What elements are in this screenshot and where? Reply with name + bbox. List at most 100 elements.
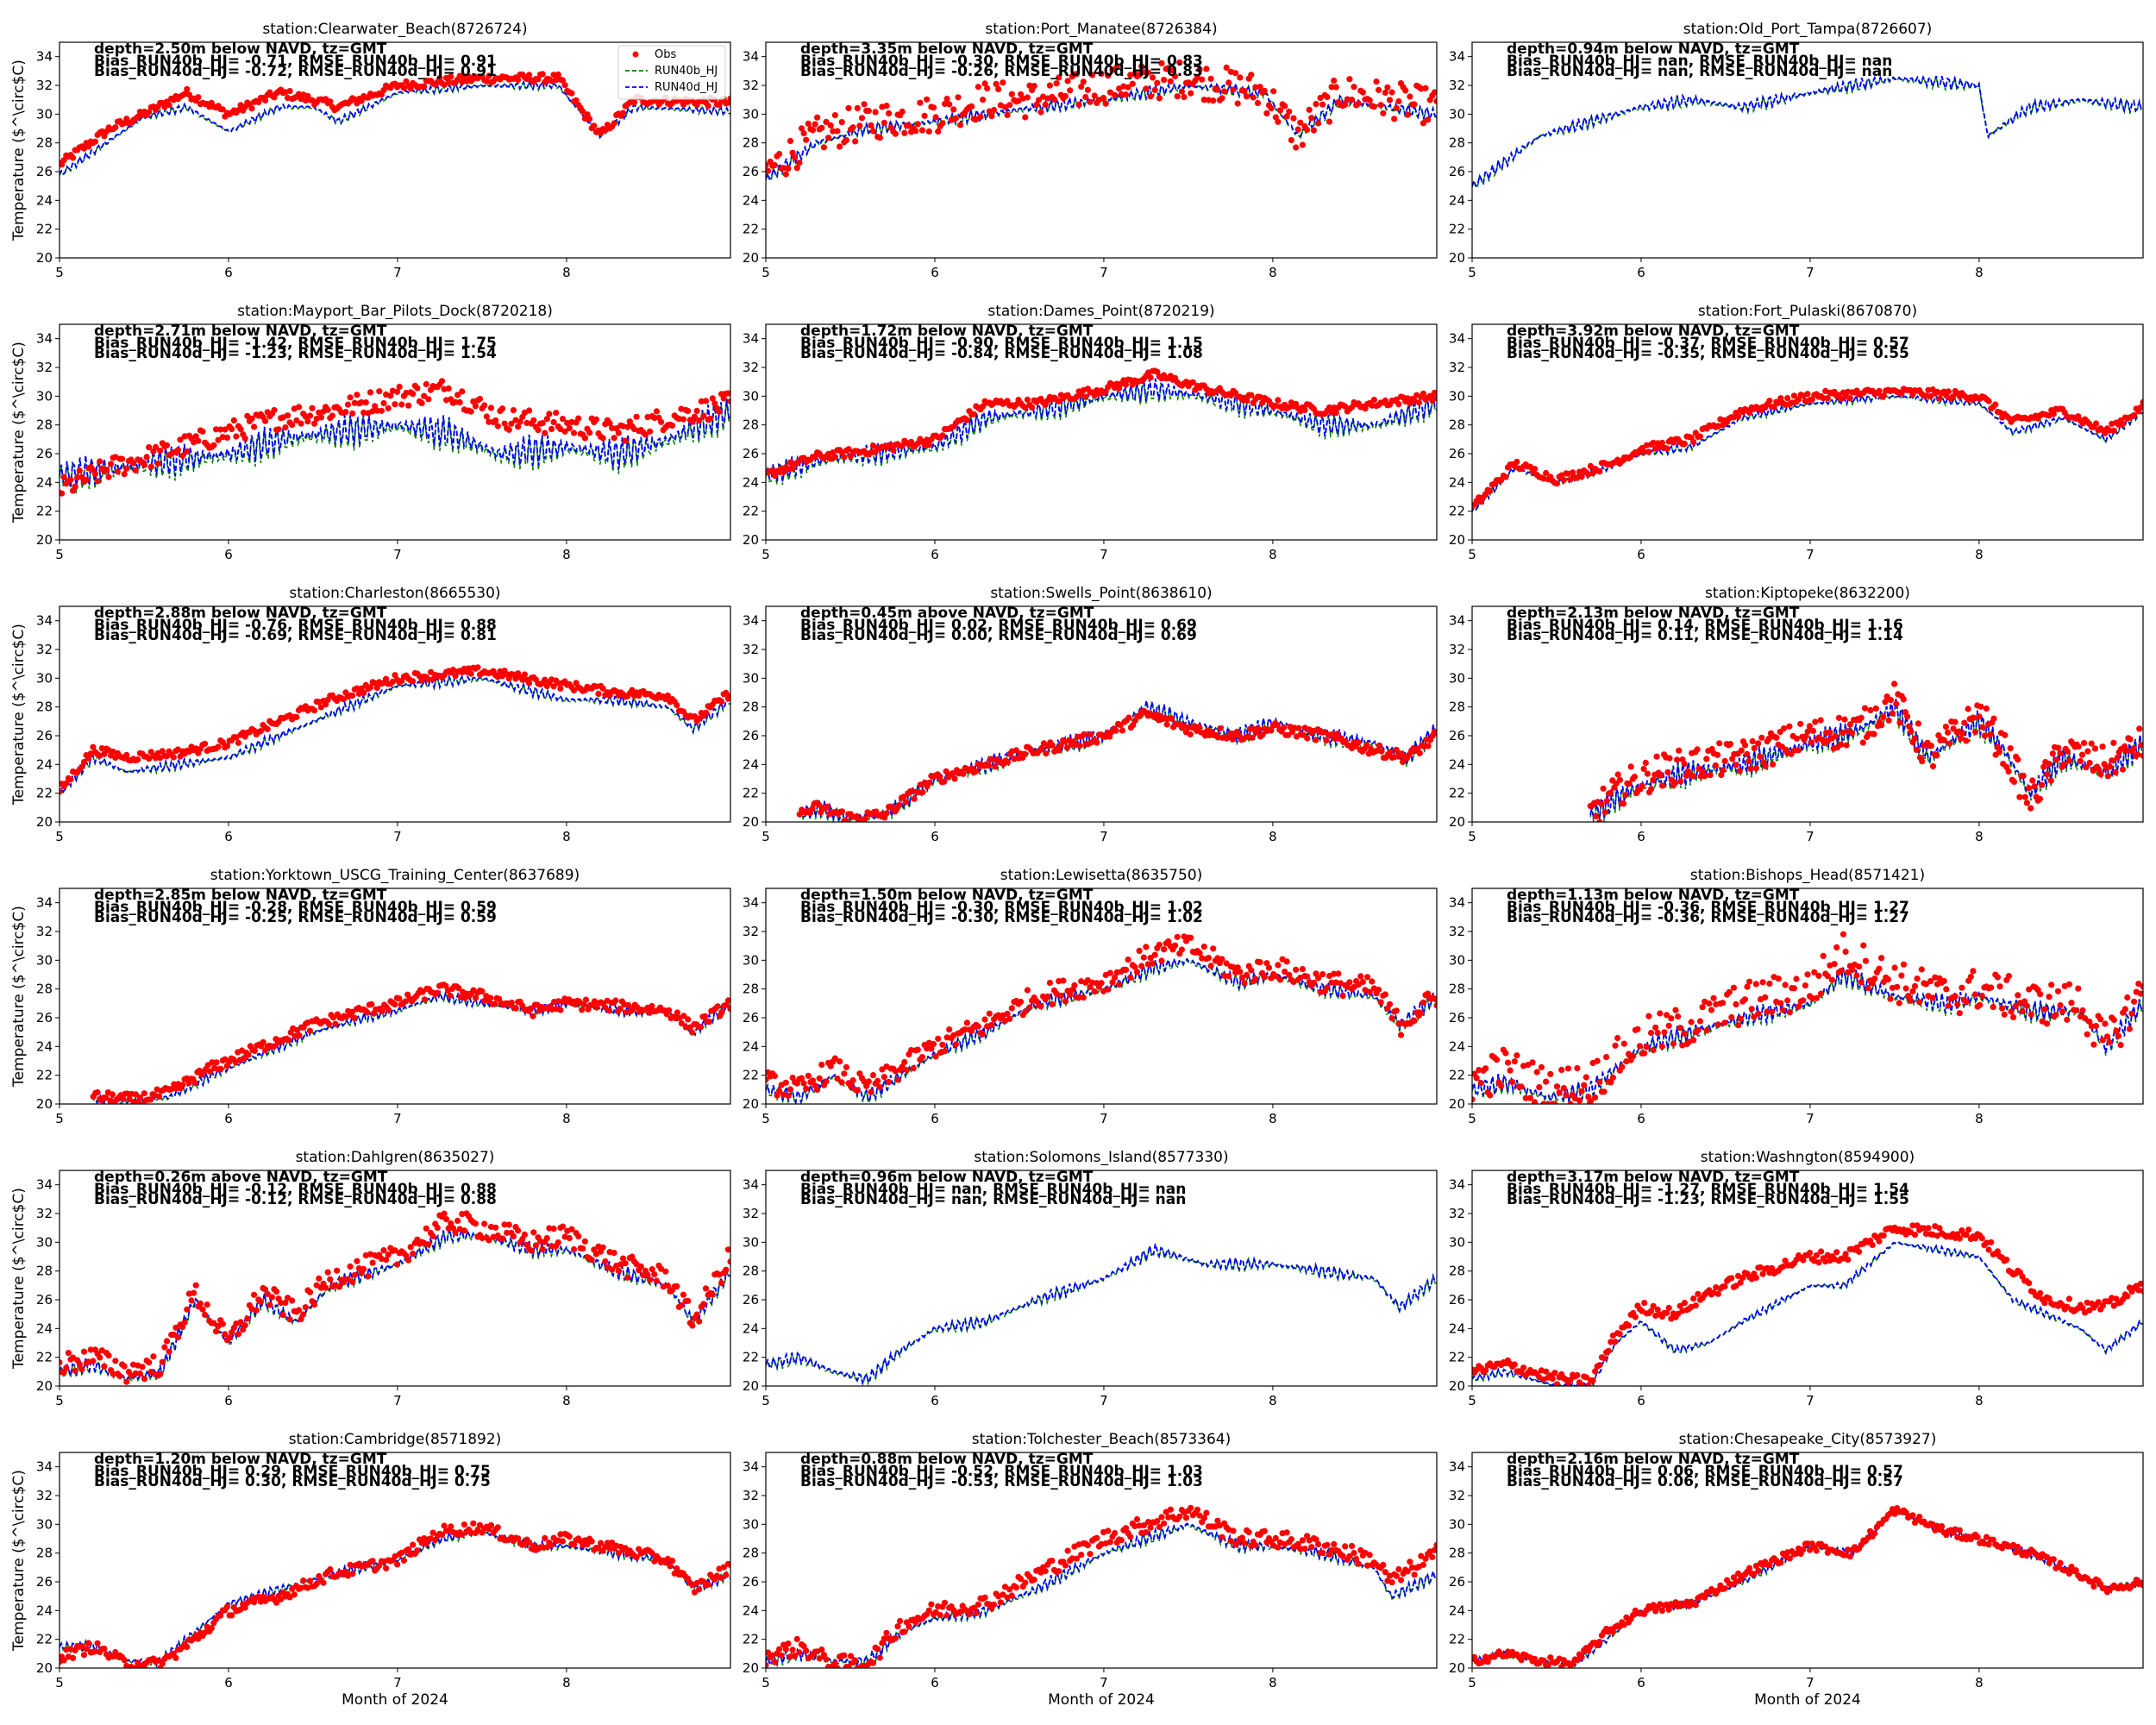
obs-point [154,460,161,467]
obs-point [800,130,807,137]
obs-point [78,763,85,770]
obs-point [1650,1046,1657,1053]
obs-point [1543,469,1550,477]
obs-point [207,1068,214,1075]
obs-point [1332,84,1339,91]
obs-point [392,672,398,679]
obs-point [285,1037,292,1044]
obs-point [963,1019,970,1026]
obs-point [579,1007,586,1013]
obs-point [530,1229,537,1236]
obs-point [1261,974,1268,981]
obs-point [573,97,580,104]
obs-point [921,112,928,119]
obs-point [1940,737,1947,743]
obs-point [1300,731,1307,738]
obs-point [1749,737,1756,745]
obs-point [1024,94,1031,101]
obs-point [1073,1555,1081,1562]
obs-point [1214,86,1221,93]
obs-point [1612,1339,1619,1346]
obs-point [459,388,466,395]
obs-point [347,1263,354,1270]
obs-point [354,685,360,692]
axes-frame [765,1170,1438,1387]
obs-point [510,1233,517,1239]
obs-point [1927,978,1934,985]
x-tick-label: 7 [1100,1393,1108,1408]
obs-point [405,1257,412,1264]
obs-point [662,1268,669,1275]
obs-point [1929,762,1937,770]
obs-point [1622,792,1629,799]
obs-point [90,743,97,750]
x-tick-label: 6 [931,265,939,280]
obs-point [1526,1095,1533,1101]
y-tick-label: 26 [743,446,759,461]
obs-point [1335,970,1342,977]
obs-point [977,113,984,120]
obs-point [383,1565,390,1571]
obs-point [1872,705,1879,712]
y-tick-label: 32 [36,78,53,93]
obs-point [1004,111,1011,118]
obs-point [1393,396,1400,403]
obs-point [1784,395,1791,402]
obs-point [1946,740,1953,747]
obs-point [1364,974,1371,981]
obs-point [586,430,593,436]
x-tick-label: 6 [931,829,939,844]
obs-point [1818,1248,1825,1255]
obs-point [598,1540,605,1546]
obs-point [184,448,191,455]
obs-point [847,1082,855,1089]
obs-point [70,1654,77,1661]
obs-point [1033,102,1040,109]
annotation-line: Bias_RUN40b_HJ= 0.14, RMSE_RUN40b_HJ= 1.… [1507,617,1903,634]
obs-point [251,1047,258,1055]
obs-point [354,1258,360,1264]
obs-point [467,408,474,415]
obs-point [136,1371,143,1377]
obs-point [723,689,730,697]
obs-point [1205,97,1213,104]
obs-point [1064,78,1071,85]
obs-point [98,128,105,135]
y-tick-label: 34 [36,895,53,911]
obs-point [1281,724,1288,731]
obs-point [1670,1040,1677,1047]
obs-point [268,1294,275,1301]
obs-point [208,1625,215,1632]
obs-point [364,1009,371,1016]
plot-area [1472,75,2143,189]
series-run40d-line [1472,75,2143,188]
annotation-line: depth=2.50m below NAVD, tz=GMT [94,41,387,58]
obs-point [398,401,405,408]
obs-point [925,1607,932,1614]
obs-point [1908,728,1915,735]
obs-point [1733,762,1739,768]
obs-point [316,1572,323,1580]
annotation-line: depth=0.96m below NAVD, tz=GMT [800,1169,1094,1186]
obs-point [486,72,492,79]
obs-point [908,1046,915,1054]
obs-point [1627,763,1634,770]
obs-point [1681,440,1688,447]
obs-point [1551,1370,1558,1377]
y-tick-label: 34 [743,331,759,347]
obs-point [1415,399,1422,406]
obs-point [2086,759,2093,767]
obs-point [975,84,981,91]
obs-point [2064,1303,2071,1310]
obs-point [467,670,474,677]
obs-point [76,1361,83,1368]
obs-point [302,1304,309,1311]
obs-point [1807,1249,1814,1257]
obs-point [1999,1005,2006,1012]
obs-point [1248,392,1255,398]
obs-point [568,418,575,425]
plot-area [1472,931,2143,1104]
obs-point [2099,743,2106,750]
obs-point [67,776,74,783]
obs-point [2097,1016,2104,1023]
